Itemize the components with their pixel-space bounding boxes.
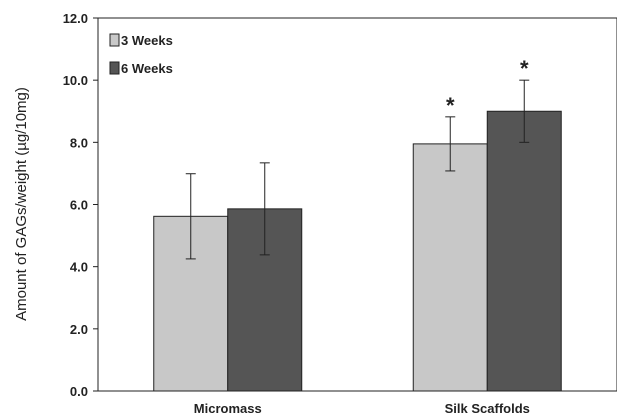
bar-3-weeks-silk-scaffolds [412, 143, 488, 392]
x-axis-category-labels: Micromass Silk Scaffolds [194, 401, 530, 416]
legend-label: 6 Weeks [121, 61, 173, 76]
legend-label: 3 Weeks [121, 33, 173, 48]
legend-swatch [109, 33, 120, 47]
y-tick-label: 2.0 [70, 322, 88, 337]
category-label: Silk Scaffolds [445, 401, 530, 416]
y-axis-label: Amount of GAGs/weight (µg/10mg) [13, 87, 30, 321]
significance-star: * [520, 56, 529, 81]
y-tick-label: 0.0 [70, 384, 88, 399]
y-tick-label: 4.0 [70, 260, 88, 275]
y-tick-label: 12.0 [63, 11, 88, 26]
bar-6-weeks-silk-scaffolds [486, 110, 562, 392]
y-axis-ticks: 0.0 2.0 4.0 6.0 8.0 10.0 12.0 [63, 11, 98, 399]
legend-swatch [109, 61, 120, 75]
bars [153, 110, 562, 392]
significance-star: * [446, 93, 455, 118]
error-bars [185, 79, 530, 260]
y-tick-label: 6.0 [70, 198, 88, 213]
category-label: Micromass [194, 401, 262, 416]
y-tick-label: 8.0 [70, 135, 88, 150]
significance-markers: ** [446, 56, 529, 118]
legend: 3 Weeks 6 Weeks [109, 33, 173, 76]
y-tick-label: 10.0 [63, 73, 88, 88]
